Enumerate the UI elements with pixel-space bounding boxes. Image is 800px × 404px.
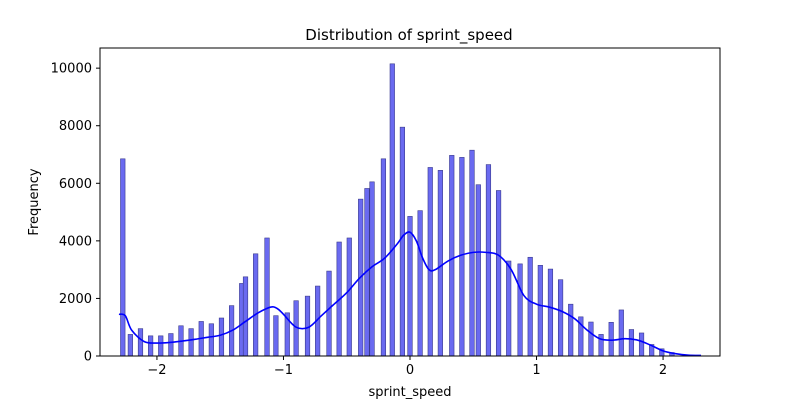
x-axis-label: sprint_speed — [368, 385, 451, 400]
bars-layer — [120, 63, 675, 357]
histogram-bar — [208, 323, 214, 357]
histogram-bar — [517, 263, 523, 357]
x-tick-label: 1 — [532, 363, 540, 378]
histogram-bar — [427, 167, 433, 357]
histogram-bar — [264, 237, 270, 357]
histogram-bar — [475, 184, 481, 357]
x-tick-label: −2 — [147, 363, 166, 378]
histogram-bar — [326, 270, 332, 357]
histogram-bar — [158, 335, 164, 357]
histogram-bar — [527, 256, 533, 357]
y-axis: 0 2000 4000 6000 8000 10000 — [51, 62, 100, 365]
histogram-bar — [137, 328, 144, 357]
histogram-bar — [304, 295, 311, 357]
x-axis: −2 −1 0 1 2 — [147, 356, 667, 378]
histogram-bar — [188, 328, 194, 357]
histogram-bar — [568, 303, 574, 357]
y-axis-label: Frequency — [27, 168, 42, 235]
histogram-bar — [557, 279, 564, 357]
y-tick-label: 6000 — [59, 177, 92, 192]
histogram-bar — [389, 63, 395, 357]
histogram-bar — [495, 190, 502, 357]
histogram-bar — [168, 333, 174, 357]
histogram-bar — [242, 276, 249, 357]
histogram-bar — [218, 317, 225, 357]
histogram-bar — [506, 260, 512, 357]
histogram-bar — [437, 170, 443, 357]
y-tick-label: 8000 — [59, 119, 92, 134]
histogram-bar — [417, 210, 423, 357]
histogram-bar — [459, 157, 465, 357]
chart-title: Distribution of sprint_speed — [305, 26, 512, 45]
histogram-bar — [273, 315, 279, 357]
y-tick-label: 4000 — [59, 234, 92, 249]
histogram-bar — [608, 322, 614, 357]
histogram-bar — [346, 237, 352, 357]
histogram-bar — [618, 309, 624, 357]
histogram-bar — [399, 126, 405, 357]
histogram-bar — [638, 332, 645, 357]
y-tick-label: 10000 — [51, 62, 92, 77]
histogram-bar — [598, 334, 604, 357]
histogram-bar — [120, 158, 126, 357]
histogram-bar — [449, 155, 455, 357]
kde-curve — [118, 231, 702, 357]
x-tick-label: −1 — [274, 363, 293, 378]
y-tick-label: 0 — [84, 350, 92, 365]
x-tick-label: 2 — [659, 363, 667, 378]
histogram-bar — [628, 329, 635, 357]
x-tick-label: 0 — [406, 363, 414, 378]
histogram-bar — [148, 335, 154, 357]
histogram-bar — [547, 268, 554, 357]
histogram-bar — [407, 216, 413, 357]
y-tick-label: 2000 — [59, 292, 92, 307]
histogram-bar — [537, 265, 543, 357]
histogram-bar — [253, 253, 259, 357]
histogram-bar — [588, 321, 594, 357]
histogram-bar — [127, 334, 133, 357]
kde-layer — [118, 231, 702, 357]
histogram-bar — [485, 164, 492, 357]
